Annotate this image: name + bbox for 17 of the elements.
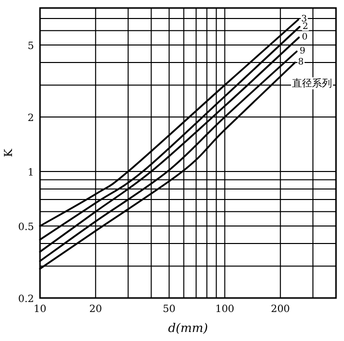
y-tick-label: 5 (28, 40, 34, 52)
y-tick-label: 0.5 (18, 222, 34, 233)
series-label: 0 (302, 32, 308, 42)
series-label: 2 (302, 22, 308, 32)
series-label: 8 (298, 57, 304, 68)
x-axis-title: d(mm) (168, 321, 208, 335)
x-tick-label: 10 (34, 304, 46, 315)
x-tick-label: 20 (89, 304, 102, 315)
x-tick-label: 50 (162, 304, 176, 315)
y-tick-label: 0.2 (18, 294, 34, 305)
y-tick-label: 1 (28, 167, 34, 178)
y-axis-title: K (2, 148, 15, 158)
x-tick-label: 100 (215, 304, 234, 315)
x-tick-label: 200 (270, 304, 290, 315)
y-tick-label: 2 (28, 112, 34, 124)
series-label: 9 (300, 46, 306, 57)
annotation: 直径系列 (292, 77, 332, 90)
